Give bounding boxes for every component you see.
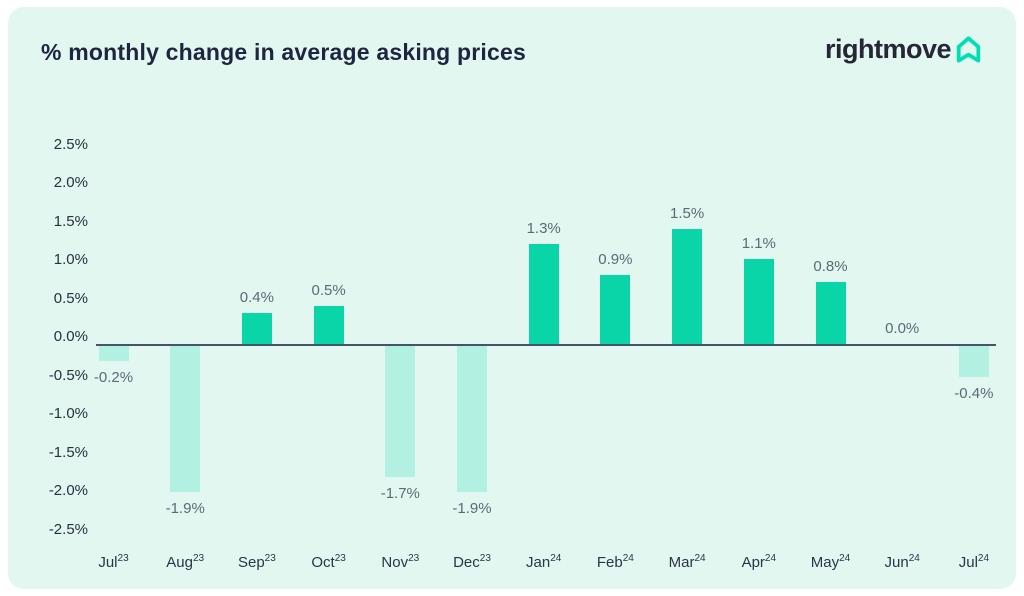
- bar-Jan24: [528, 243, 559, 344]
- y-tick-label: -0.5%: [48, 366, 88, 384]
- bar-value-label: 1.1%: [741, 235, 776, 253]
- bar-Mar24: [672, 228, 703, 344]
- bar-Dec23: [457, 346, 487, 493]
- x-tick-label: Jul24: [958, 553, 990, 572]
- x-tick-label: Jul23: [98, 553, 129, 572]
- bar-Feb24: [600, 274, 631, 344]
- y-tick-label: 1.0%: [53, 251, 88, 268]
- bar-value-label: 0.4%: [239, 289, 274, 307]
- bar-Oct23: [313, 305, 344, 344]
- x-tick-label: Jan24: [526, 553, 562, 572]
- bar-May24: [815, 282, 846, 344]
- bar-value-label: 0.5%: [311, 281, 346, 299]
- rightmove-logo-text: rightmove: [824, 34, 952, 64]
- rightmove-house-icon: [956, 36, 981, 63]
- y-tick-label: -2.5%: [48, 520, 88, 538]
- bar-value-label: 1.5%: [669, 204, 705, 222]
- bar-value-label: -1.9%: [452, 500, 492, 518]
- bar-Sep23: [241, 313, 272, 344]
- bar-Aug23: [170, 346, 201, 493]
- x-tick-label: Dec23: [453, 553, 491, 572]
- y-tick-label: 2.0%: [53, 174, 88, 191]
- bar-Apr24: [743, 259, 774, 344]
- x-tick-label: May24: [810, 553, 851, 572]
- zero-axis-line: [96, 344, 996, 346]
- y-tick-label: 1.5%: [53, 212, 88, 230]
- bar-value-label: -1.7%: [380, 484, 420, 502]
- chart-card: % monthly change in average asking price…: [8, 7, 1016, 589]
- y-tick-label: 0.0%: [53, 328, 88, 345]
- y-tick-label: 0.5%: [53, 289, 88, 307]
- bar-value-label: 0.9%: [598, 250, 633, 268]
- bar-value-label: -0.2%: [93, 369, 134, 387]
- x-tick-label: Mar24: [668, 553, 706, 572]
- x-tick-label: Apr24: [741, 553, 777, 572]
- x-tick-label: Jun24: [884, 553, 920, 572]
- y-tick-label: -1.5%: [48, 443, 88, 461]
- bar-value-label: -0.4%: [954, 384, 994, 402]
- bar-value-label: 0.8%: [813, 258, 848, 276]
- y-tick-label: -1.0%: [48, 405, 88, 422]
- x-tick-label: Oct23: [311, 553, 346, 572]
- bar-Jul23: [98, 346, 129, 362]
- x-tick-label: Aug23: [166, 553, 205, 572]
- bar-Jul24: [958, 346, 989, 377]
- bar-Nov23: [385, 346, 416, 477]
- y-tick-label: 2.5%: [53, 135, 88, 153]
- bar-value-label: 1.3%: [526, 219, 561, 237]
- x-tick-label: Nov23: [381, 553, 420, 572]
- x-tick-label: Sep23: [237, 553, 276, 572]
- bar-value-label: -1.9%: [165, 500, 205, 518]
- rightmove-logo: rightmove: [825, 36, 982, 64]
- x-tick-label: Feb24: [596, 553, 634, 572]
- y-tick-label: -2.0%: [48, 482, 88, 499]
- bar-value-label: 0.0%: [885, 320, 920, 337]
- chart-title: % monthly change in average asking price…: [41, 39, 526, 65]
